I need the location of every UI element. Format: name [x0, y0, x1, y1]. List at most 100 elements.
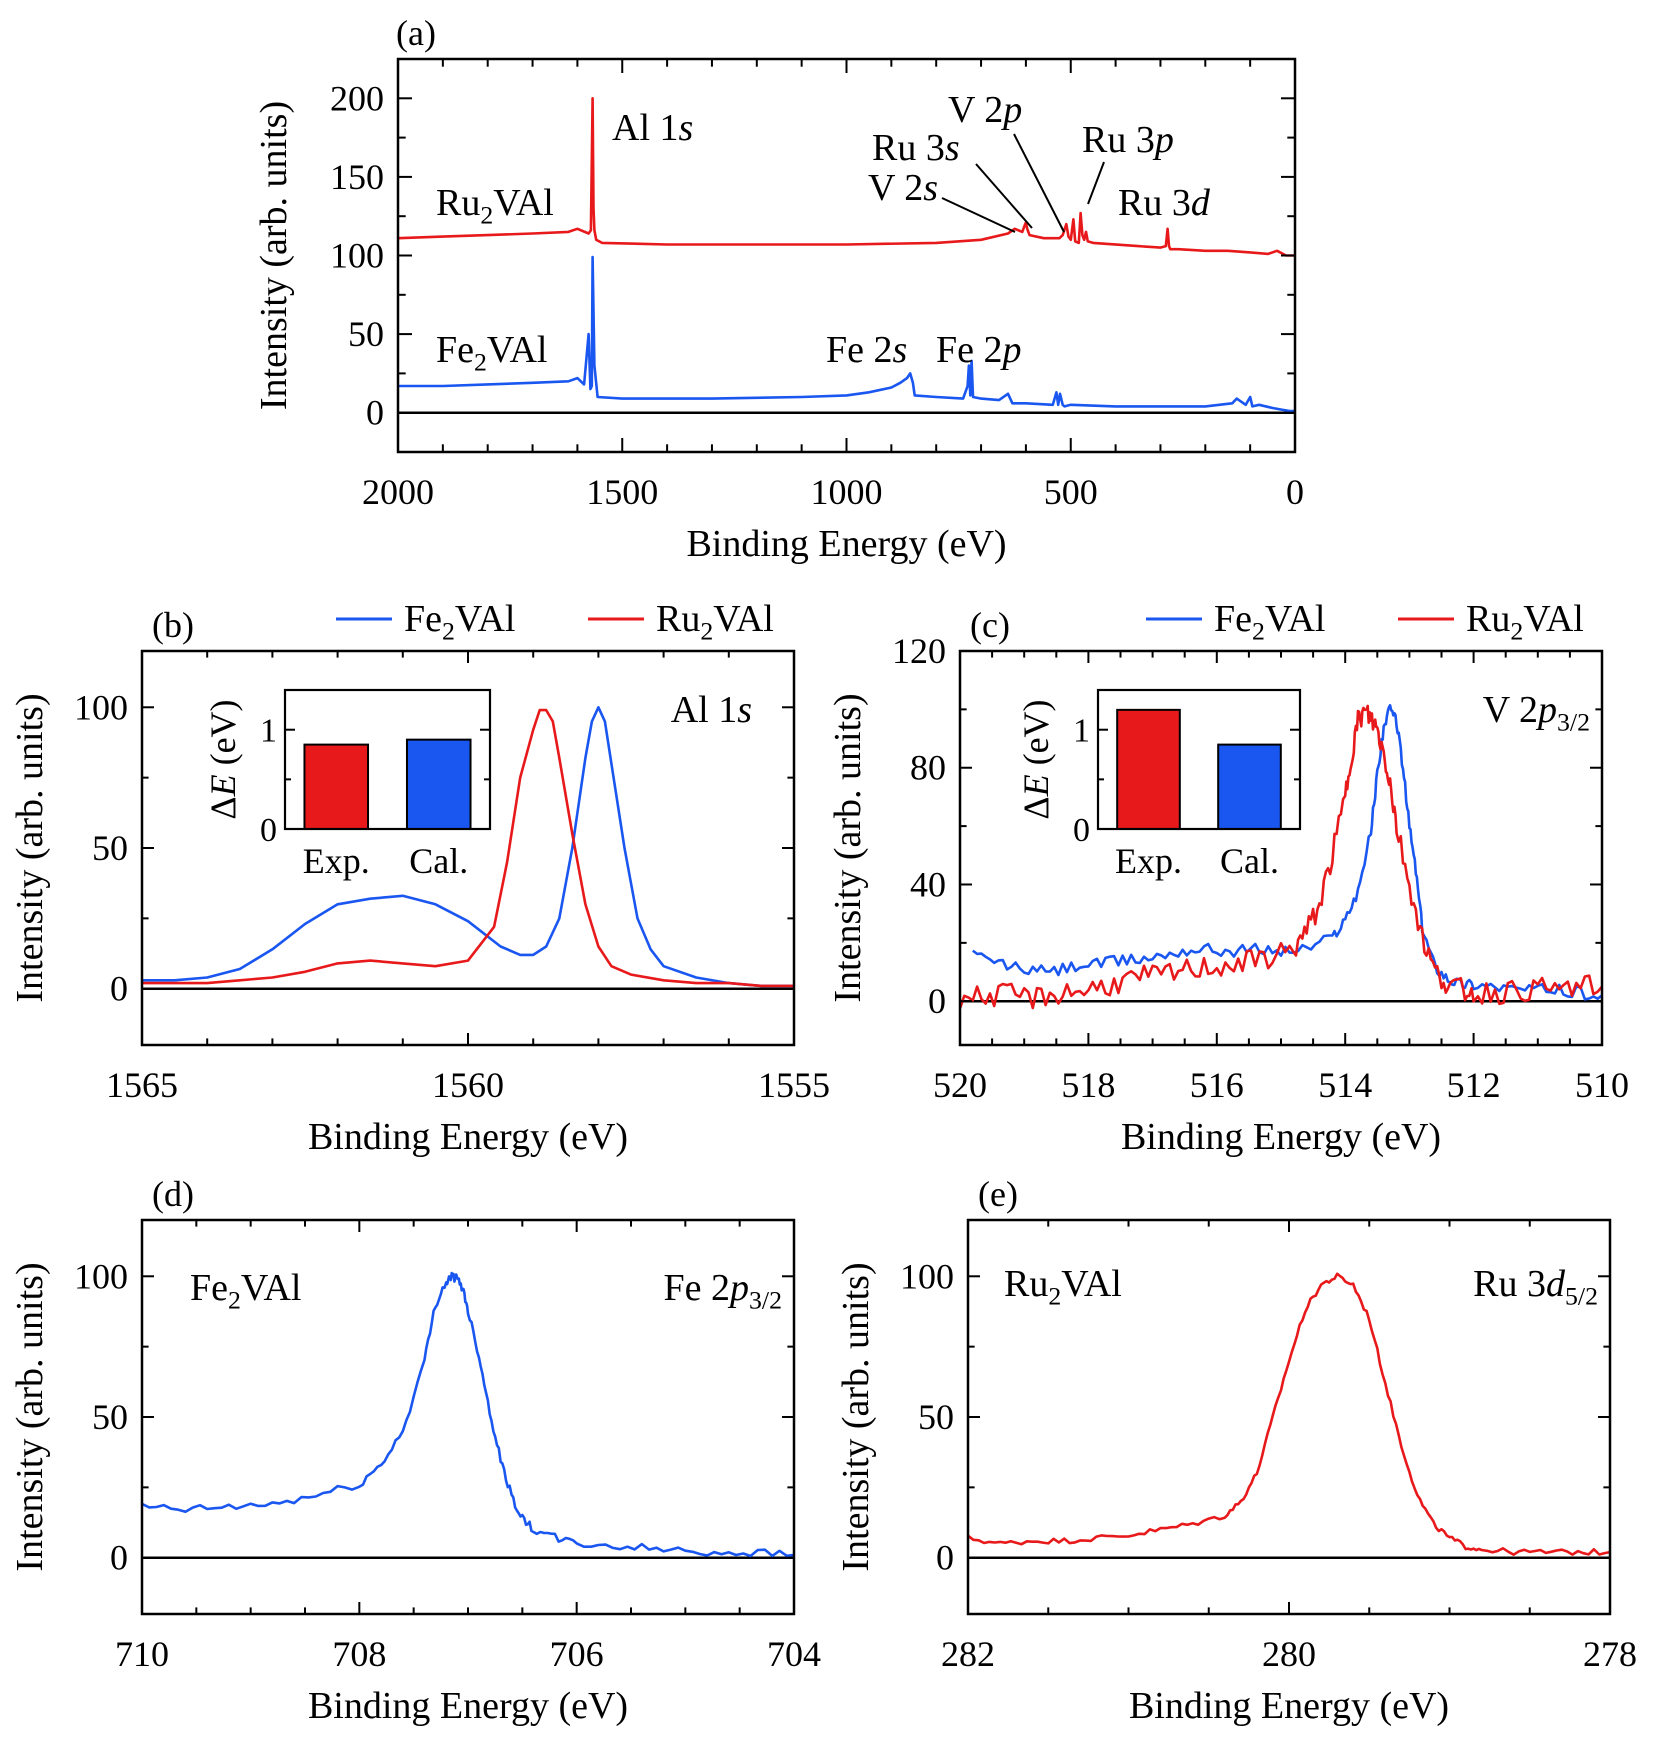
series-ru2val-line: [142, 708, 794, 988]
inset-category-label: Cal.: [409, 841, 468, 881]
leader-v-2s: [941, 197, 1016, 233]
y-tick-label: 80: [910, 748, 946, 788]
legend-label-fe2val: Fe2VAl: [1214, 598, 1325, 645]
inset-category-label: Exp.: [303, 841, 370, 881]
y-tick-label: 40: [910, 864, 946, 904]
y-tick-label: 0: [110, 969, 128, 1009]
inset-bar-cal: [1217, 743, 1282, 830]
annotation-fe2val: Fe2VAl: [436, 329, 547, 376]
legend-label-ru2val: Ru2VAl: [1466, 598, 1584, 645]
x-axis-label: Binding Energy (eV): [1129, 1685, 1449, 1727]
x-tick-label: 520: [933, 1065, 987, 1105]
y-tick-label: 0: [366, 393, 384, 433]
leader-v-2p: [1013, 133, 1065, 233]
y-tick-label: 50: [92, 828, 128, 868]
series-fe2val-line: [972, 704, 1602, 1001]
panel-label: (d): [152, 1174, 194, 1214]
inset-frame: [1096, 688, 1302, 831]
y-tick-label: 150: [330, 157, 384, 197]
x-tick-label: 706: [550, 1634, 604, 1674]
x-tick-label: 0: [1286, 472, 1304, 512]
axes-frame: [396, 57, 1297, 454]
x-tick-label: 510: [1575, 1065, 1629, 1105]
x-tick-label: 518: [1061, 1065, 1115, 1105]
series-fe2val-line: [142, 1271, 794, 1558]
y-tick-label: 100: [330, 236, 384, 276]
x-tick-label: 704: [767, 1634, 821, 1674]
y-axis-label: Intensity (arb. units): [835, 1262, 877, 1571]
annotation-fe-2s: Fe 2s: [826, 329, 907, 371]
y-tick-label: 100: [74, 1256, 128, 1296]
annotation-fe-2p: Fe 2p: [936, 329, 1022, 371]
annotation-ru-3p: Ru 3p: [1082, 119, 1174, 161]
annotation-v-2p: V 2p: [948, 89, 1022, 131]
panel-label: (e): [978, 1174, 1018, 1214]
y-tick-label: 0: [928, 981, 946, 1021]
core-level-label: Al 1s: [671, 689, 752, 731]
y-tick-label: 50: [348, 314, 384, 354]
inset-bar-cal: [405, 738, 472, 831]
inset-category-label: Cal.: [1220, 841, 1279, 881]
legend-label-ru2val: Ru2VAl: [656, 598, 774, 645]
panel-b: 1565 1560 1555 0 50 100 Binding Energy (eV) Int…: [9, 598, 830, 1158]
y-axis-label: Intensity (arb. units): [253, 101, 295, 410]
inset-y-axis-label: ΔE (eV): [1016, 699, 1056, 819]
y-axis-label: Intensity (arb. units): [827, 693, 869, 1002]
x-tick-label: 512: [1447, 1065, 1501, 1105]
x-tick-label: 514: [1318, 1065, 1372, 1105]
y-axis-label: Intensity (arb. units): [9, 1262, 51, 1571]
annotation-al-1s: Al 1s: [612, 107, 693, 149]
series-ru2val-line: [398, 97, 1295, 257]
y-tick-label: 50: [918, 1397, 954, 1437]
y-tick-label: 0: [110, 1538, 128, 1578]
x-tick-label: 278: [1583, 1634, 1637, 1674]
annotation-v-2s: V 2s: [868, 167, 938, 209]
inset-bar-exp: [1116, 708, 1181, 830]
panel-c: 520 518 516 514 512 510 0 40 80 120 Binding Energy…: [827, 598, 1629, 1158]
annotation-ru-3s: Ru 3s: [872, 127, 960, 169]
x-axis-label: Binding Energy (eV): [308, 1685, 628, 1727]
panel-label: (c): [970, 605, 1010, 645]
core-level-label: V 2p3/2: [1483, 689, 1590, 736]
x-tick-label: 1560: [432, 1065, 504, 1105]
x-axis-label: Binding Energy (eV): [308, 1116, 628, 1158]
inset-y-axis-label: ΔE (eV): [203, 699, 243, 819]
y-tick-label: 120: [892, 631, 946, 671]
annotation-ru-3d: Ru 3d: [1118, 182, 1211, 224]
y-tick-label: 100: [74, 687, 128, 727]
x-tick-label: 1000: [811, 472, 883, 512]
sample-label: Ru2VAl: [1004, 1263, 1122, 1310]
x-tick-label: 282: [941, 1634, 995, 1674]
x-tick-label: 500: [1044, 472, 1098, 512]
inset-category-label: Exp.: [1115, 841, 1182, 881]
x-tick-label: 1565: [106, 1065, 178, 1105]
x-tick-label: 708: [332, 1634, 386, 1674]
inset-y-tick-label: 0: [260, 812, 277, 849]
x-tick-label: 710: [115, 1634, 169, 1674]
sample-label: Fe2VAl: [190, 1267, 301, 1314]
x-tick-label: 516: [1190, 1065, 1244, 1105]
y-tick-label: 200: [330, 78, 384, 118]
annotation-ru2val: Ru2VAl: [436, 182, 554, 229]
legend-label-fe2val: Fe2VAl: [404, 598, 515, 645]
y-tick-label: 50: [92, 1397, 128, 1437]
x-axis-label: Binding Energy (eV): [1121, 1116, 1441, 1158]
panel-label: (a): [396, 13, 436, 53]
series-ru2val-line: [960, 704, 1602, 1010]
core-level-label: Ru 3d5/2: [1473, 1263, 1598, 1310]
inset-y-tick-label: 1: [260, 713, 277, 750]
leader-ru-3s: [975, 163, 1033, 229]
inset-frame: [283, 688, 492, 831]
panel-e: 282 280 278 0 50 100 Binding Energy (eV) Intens…: [835, 1174, 1637, 1727]
x-tick-label: 1500: [586, 472, 658, 512]
panel-d: 710 708 706 704 0 50 100 Binding Energy (eV) Int…: [9, 1174, 821, 1727]
series-ru2val-line: [968, 1272, 1610, 1556]
core-level-label: Fe 2p3/2: [663, 1267, 782, 1314]
inset-bar-exp: [303, 743, 370, 830]
x-tick-label: 1555: [758, 1065, 830, 1105]
inset-y-tick-label: 1: [1073, 713, 1090, 750]
x-axis-label: Binding Energy (eV): [686, 523, 1006, 565]
inset-y-tick-label: 0: [1073, 812, 1090, 849]
series-fe2val-line: [398, 255, 1295, 413]
